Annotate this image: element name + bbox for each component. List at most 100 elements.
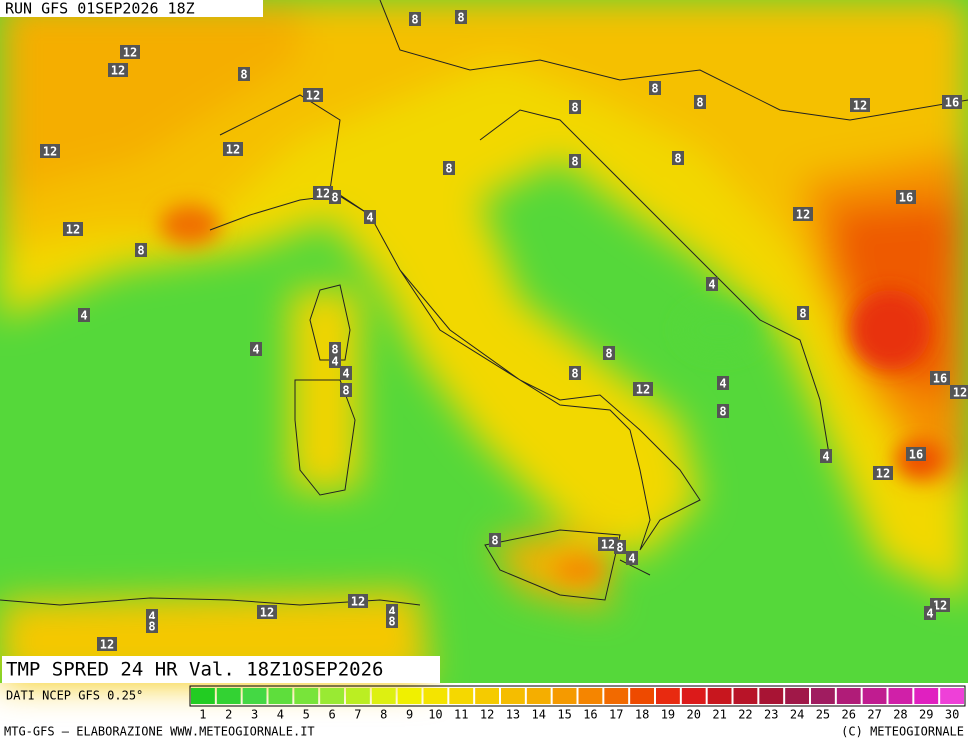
colorbar-tick-label: 28 (893, 708, 907, 722)
contour-label: 8 (342, 384, 349, 398)
contour-label: 4 (366, 211, 373, 225)
contour-label: 16 (899, 191, 913, 205)
contour-label-box (120, 45, 140, 59)
contour-label: 16 (945, 96, 959, 110)
colorbar-tick-label: 1 (199, 708, 206, 722)
contour-label-box (135, 243, 147, 257)
contour-label-box (950, 385, 968, 399)
contour-label-box (649, 81, 661, 95)
colorbar-swatch (475, 688, 499, 704)
contour-label: 4 (926, 607, 933, 621)
colorbar-tick-label: 24 (790, 708, 804, 722)
contour-label-box (797, 306, 809, 320)
contour-label: 8 (457, 11, 464, 25)
contour-label-box (364, 210, 376, 224)
contour-label: 8 (388, 615, 395, 629)
contour-label-box (569, 154, 581, 168)
contour-label: 4 (252, 343, 259, 357)
contour-label: 4 (331, 355, 338, 369)
contour-label-box (40, 144, 60, 158)
contour-label: 8 (719, 405, 726, 419)
colorbar-swatch (449, 688, 474, 704)
colorbar-tick-label: 12 (480, 708, 494, 722)
contour-label: 4 (822, 450, 829, 464)
contour-label-box (97, 637, 117, 651)
contour-label: 8 (137, 244, 144, 258)
title-box (2, 656, 440, 683)
contour-label: 12 (226, 143, 240, 157)
colorbar-swatch (294, 688, 319, 704)
contour-label: 8 (491, 534, 498, 548)
contour-label-box (238, 67, 250, 81)
contour-label: 8 (148, 620, 155, 634)
colorbar-tick-label: 14 (532, 708, 546, 722)
colorbar-frame (189, 685, 966, 707)
colorbar-tick-label: 7 (354, 708, 361, 722)
colorbar-tick-label: 26 (842, 708, 856, 722)
contour-label-box (409, 12, 421, 26)
colorbar-swatch (862, 688, 887, 704)
contour-label-box (793, 207, 813, 221)
contour-label: 8 (616, 541, 623, 555)
contour-label-box (633, 382, 653, 396)
colorbar-swatch (785, 688, 809, 704)
colorbar-tick-label: 3 (251, 708, 258, 722)
contour-label: 8 (240, 68, 247, 82)
contour-label-box (146, 619, 158, 633)
contour-label: 12 (953, 386, 967, 400)
credit-left: MTG-GFS — ELABORAZIONE WWW.METEOGIORNALE… (4, 725, 315, 739)
contour-label: 12 (853, 99, 867, 113)
colorbar-tick-label: 5 (303, 708, 310, 722)
contour-label-box (303, 88, 323, 102)
contour-label-box (850, 98, 870, 112)
contour-label-box (569, 100, 581, 114)
contour-label: 12 (316, 187, 330, 201)
colorbar-tick-label: 20 (687, 708, 701, 722)
map-title: TMP SPRED 24 HR Val. 18Z10SEP2026 (6, 659, 384, 681)
contour-label: 8 (571, 155, 578, 169)
contour-label: 4 (148, 610, 155, 624)
colorbar-tick-label: 29 (919, 708, 933, 722)
contour-label-box (603, 346, 615, 360)
colorbar-swatch (423, 688, 448, 704)
contour-label-box (348, 594, 368, 608)
contour-label: 12 (260, 606, 274, 620)
contour-label: 12 (636, 383, 650, 397)
data-source: DATI NCEP GFS 0.25° (6, 689, 143, 703)
contour-label: 16 (909, 448, 923, 462)
contour-label-box (223, 142, 243, 156)
colorbar-tick-label: 16 (583, 708, 597, 722)
colorbar-swatch (630, 688, 654, 704)
contour-label: 4 (628, 552, 635, 566)
contour-label: 8 (696, 96, 703, 110)
contour-label: 8 (571, 367, 578, 381)
credit-right: (C) METEOGIORNALE (841, 725, 964, 739)
contour-label-box (672, 151, 684, 165)
contour-label-box (78, 308, 90, 322)
contour-label: 16 (933, 372, 947, 386)
contour-label: 8 (799, 307, 806, 321)
colorbar-swatch (604, 688, 629, 704)
contour-label: 12 (111, 64, 125, 78)
colorbar-swatch (578, 688, 603, 704)
contour-label: 4 (80, 309, 87, 323)
contour-label: 8 (331, 343, 338, 357)
colorbar-swatch (320, 688, 344, 704)
contour-label: 8 (445, 162, 452, 176)
colorbar-swatch (914, 688, 939, 704)
colorbar-tick-label: 10 (428, 708, 442, 722)
colorbar-swatch (242, 688, 267, 704)
contour-label-box (329, 354, 341, 368)
contour-label-box (906, 447, 926, 461)
contour-label-box (489, 533, 501, 547)
colorbar-tick-label: 9 (406, 708, 413, 722)
contour-label: 4 (719, 377, 726, 391)
colorbar-tick-label: 23 (764, 708, 778, 722)
contour-label-box (717, 376, 729, 390)
colorbar-tick-label: 17 (609, 708, 623, 722)
colorbar-swatch (836, 688, 861, 704)
contour-label-box (455, 10, 467, 24)
contour-label: 12 (43, 145, 57, 159)
contour-label: 4 (708, 278, 715, 292)
